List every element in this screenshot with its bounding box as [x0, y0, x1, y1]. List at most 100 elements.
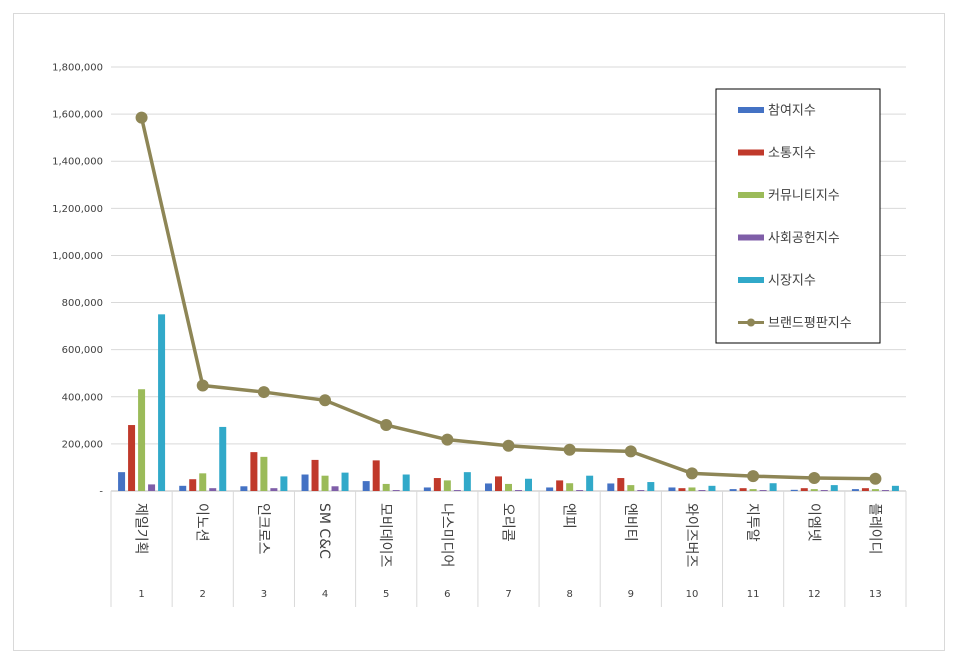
x-category-label: 이노션: [194, 503, 210, 542]
bar: [495, 476, 502, 491]
x-rank-label: 10: [686, 589, 699, 600]
bar: [270, 488, 278, 491]
bar: [463, 472, 471, 491]
bar: [402, 474, 410, 491]
bar: [607, 483, 615, 491]
x-rank-label: 8: [566, 589, 572, 600]
y-tick-label: 600,000: [62, 345, 103, 356]
y-tick-label: 800,000: [62, 298, 103, 309]
bar: [515, 490, 522, 491]
line-point: [380, 419, 393, 432]
bar: [331, 486, 339, 491]
bar: [800, 488, 808, 491]
line-series: [135, 111, 882, 485]
bar: [453, 490, 461, 491]
x-category-label: 나스미디어: [438, 503, 454, 567]
bar: [525, 478, 532, 491]
x-category-label: 엔피: [561, 503, 577, 529]
bar: [250, 452, 258, 491]
x-rank-label: 5: [383, 589, 389, 600]
bar: [759, 490, 767, 491]
line-point: [685, 467, 698, 480]
bar: [820, 490, 828, 491]
bar: [708, 485, 716, 491]
x-category-label: 오리콤: [500, 503, 516, 542]
bar: [209, 488, 217, 491]
y-tick-label: 400,000: [62, 392, 103, 403]
y-tick-label: 1,400,000: [52, 157, 103, 168]
bar: [382, 483, 390, 491]
bar: [219, 426, 227, 491]
bar: [138, 389, 146, 491]
legend-label: 시장지수: [768, 274, 816, 289]
bar: [668, 487, 676, 491]
line-point: [257, 386, 270, 399]
bar: [423, 487, 431, 491]
bar: [617, 478, 625, 491]
bar: [810, 489, 818, 491]
legend-swatch: [738, 107, 764, 113]
bar: [280, 476, 288, 491]
x-rank-label: 9: [628, 589, 634, 600]
x-category-label: 플레이디: [866, 503, 882, 555]
bar: [179, 485, 187, 491]
line-point: [502, 439, 515, 452]
bar: [627, 485, 635, 491]
x-rank-label: 12: [808, 589, 821, 600]
line-point: [624, 445, 637, 458]
x-category-label: SM C&C: [316, 503, 332, 559]
line-point: [135, 111, 148, 124]
x-rank-label: 7: [505, 589, 511, 600]
bar: [647, 482, 655, 491]
bar: [321, 475, 329, 491]
bar: [158, 314, 166, 491]
bar: [566, 483, 574, 491]
chart-frame: - 200,000 400,000 600,000 800,000 1,000,000 1,…: [13, 13, 945, 651]
line-point: [869, 472, 882, 485]
x-rank-label: 6: [444, 589, 450, 600]
bar: [199, 473, 207, 491]
bar: [505, 483, 512, 491]
legend-box: [715, 88, 881, 344]
bar: [311, 459, 319, 491]
bar: [362, 481, 370, 491]
legend-label: 브랜드평판지수: [768, 316, 852, 331]
bar: [851, 489, 859, 491]
line-point: [563, 443, 576, 456]
line-point: [319, 394, 332, 407]
bar: [443, 480, 451, 491]
line-point: [196, 379, 209, 392]
legend-swatch: [738, 149, 764, 156]
line-point: [747, 470, 760, 483]
legend-swatch: [738, 192, 764, 198]
bar: [678, 488, 686, 491]
legend-marker: [747, 318, 755, 327]
x-category-label: 모비데이즈: [377, 503, 393, 568]
line-point: [808, 472, 821, 485]
x-rank-label: 2: [200, 589, 206, 600]
x-rank-label: 13: [869, 589, 882, 600]
y-tick-label: -: [99, 487, 103, 498]
x-category-label: 이엠넷: [805, 503, 821, 542]
legend-label: 소통지수: [768, 146, 816, 161]
bar: [485, 483, 492, 491]
x-rank-label: 11: [747, 589, 760, 600]
bar: [891, 485, 899, 491]
bar: [240, 486, 248, 491]
y-axis: - 200,000 400,000 600,000 800,000 1,000,000 1,…: [52, 63, 103, 498]
bar: [372, 460, 380, 491]
x-rank-label: 4: [322, 589, 328, 600]
bar: [118, 472, 126, 491]
bar: [128, 425, 136, 491]
y-tick-label: 1,800,000: [52, 63, 103, 74]
legend-label: 사회공헌지수: [768, 231, 840, 246]
bar: [688, 487, 696, 491]
bar: [749, 489, 757, 491]
bar: [556, 480, 564, 491]
bar: [790, 489, 798, 491]
x-category-label: 와이즈버즈: [683, 503, 699, 568]
y-tick-label: 1,200,000: [52, 204, 103, 215]
bar: [881, 490, 889, 491]
y-tick-label: 1,000,000: [52, 251, 103, 262]
x-category-label: 엔비티: [622, 503, 638, 542]
